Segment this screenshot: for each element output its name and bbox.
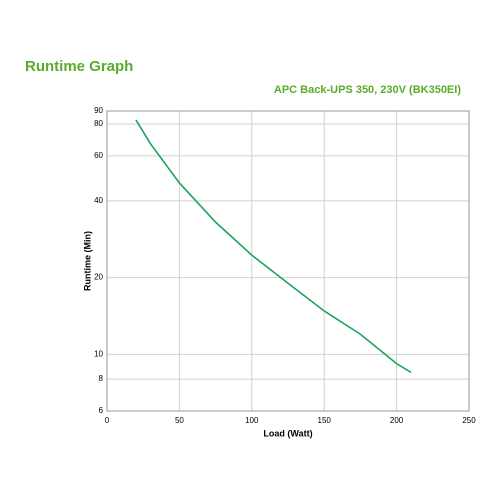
y-tick-label: 40 <box>94 196 103 205</box>
y-tick-label: 10 <box>94 350 103 359</box>
runtime-line <box>135 119 412 374</box>
y-tick-label: 90 <box>94 106 103 115</box>
x-tick-label: 100 <box>245 416 259 425</box>
y-tick-label: 80 <box>94 119 103 128</box>
y-tick-label: 6 <box>99 406 104 415</box>
y-tick-label: 60 <box>94 151 103 160</box>
x-tick-label: 150 <box>318 416 332 425</box>
chart-subtitle: APC Back-UPS 350, 230V (BK350EI) <box>274 84 461 96</box>
x-tick-label: 50 <box>175 416 184 425</box>
y-tick-label: 20 <box>94 273 103 282</box>
y-axis-label: Runtime (Min) <box>82 231 92 291</box>
x-tick-label: 200 <box>390 416 404 425</box>
x-tick-label: 250 <box>462 416 476 425</box>
chart-title: Runtime Graph <box>25 58 133 75</box>
x-axis-label: Load (Watt) <box>263 428 312 438</box>
plot-frame <box>106 110 470 412</box>
y-tick-label: 8 <box>99 374 104 383</box>
x-tick-label: 0 <box>105 416 110 425</box>
